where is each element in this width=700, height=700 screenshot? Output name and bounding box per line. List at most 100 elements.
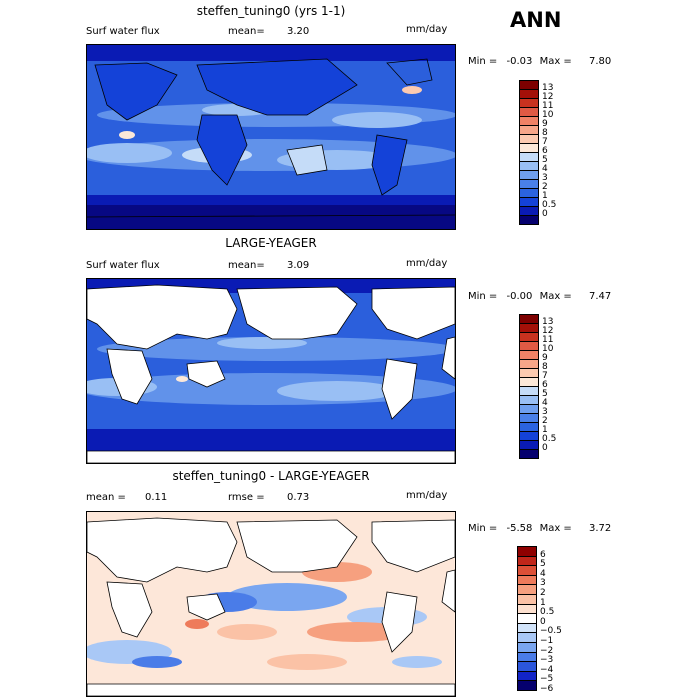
colorbar-tick-label: −4 bbox=[540, 664, 554, 675]
panel3-mean-value: 0.11 bbox=[145, 492, 168, 503]
panel3-units: mm/day bbox=[406, 490, 448, 501]
colorbar-swatch bbox=[517, 555, 537, 567]
colorbar-tick-label: 6 bbox=[542, 146, 548, 156]
panel1-title: steffen_tuning0 (yrs 1-1) bbox=[196, 4, 346, 18]
panel2-min-value: -0.00 bbox=[506, 291, 533, 302]
panel3-colorbar: 6 5 4 3 2 1 0.5 0 −0.5 −1 −2 −3 −4 −5 −6 bbox=[517, 546, 577, 694]
colorbar-swatch bbox=[519, 134, 539, 144]
colorbar-swatch bbox=[517, 603, 537, 615]
colorbar-tick-label: 13 bbox=[542, 317, 554, 327]
colorbar-tick-label: 0.5 bbox=[542, 200, 557, 210]
panel1-variable-label: Surf water flux bbox=[86, 26, 160, 37]
colorbar-swatch bbox=[519, 197, 539, 207]
colorbar-swatch bbox=[519, 152, 539, 162]
colorbar-swatch bbox=[519, 431, 539, 441]
colorbar-swatch bbox=[517, 680, 537, 691]
colorbar-swatch bbox=[517, 642, 537, 653]
colorbar-swatch bbox=[517, 661, 537, 672]
panel2-minmax: Min = -0.00 Max = 7.47 bbox=[468, 291, 611, 302]
colorbar-tick-label: −5 bbox=[540, 674, 554, 685]
panel2-mean-value: 3.09 bbox=[287, 260, 310, 271]
colorbar-tick-label: 4 bbox=[542, 398, 548, 408]
colorbar-swatch bbox=[519, 449, 539, 459]
colorbar-tick-label: 11 bbox=[542, 335, 554, 345]
panel2-map bbox=[86, 278, 456, 464]
colorbar-swatch bbox=[519, 404, 539, 414]
colorbar-tick-label: 10 bbox=[542, 344, 554, 354]
colorbar-tick-label: 2 bbox=[540, 588, 546, 598]
colorbar-swatch bbox=[519, 80, 539, 90]
colorbar-swatch bbox=[519, 332, 539, 342]
panel3-map bbox=[86, 511, 456, 697]
colorbar-tick-label: −6 bbox=[540, 684, 554, 694]
colorbar-swatch bbox=[519, 314, 539, 324]
colorbar-swatch bbox=[519, 386, 539, 396]
colorbar-tick-label: −3 bbox=[540, 655, 554, 666]
colorbar-tick-label: 9 bbox=[542, 353, 548, 363]
colorbar-tick-label: 3 bbox=[540, 578, 546, 589]
colorbar-swatch bbox=[519, 188, 539, 198]
panel3-rmse-label: rmse = bbox=[228, 492, 265, 503]
colorbar-tick-label: 7 bbox=[542, 137, 548, 147]
panel1-minmax: Min = -0.03 Max = 7.80 bbox=[468, 56, 611, 67]
panel3-minmax: Min = -5.58 Max = 3.72 bbox=[468, 523, 611, 534]
panel2-max-label: Max = bbox=[539, 291, 572, 302]
colorbar-swatch bbox=[517, 594, 537, 605]
panel2-variable-label: Surf water flux bbox=[86, 260, 160, 271]
colorbar-swatch bbox=[517, 651, 537, 663]
panel2-units: mm/day bbox=[406, 258, 448, 269]
panel2-map-field bbox=[87, 279, 455, 463]
colorbar-swatch bbox=[519, 143, 539, 153]
colorbar-tick-label: 5 bbox=[542, 155, 548, 165]
panel3-max-label: Max = bbox=[539, 523, 572, 534]
panel2-min-label: Min = bbox=[468, 291, 498, 302]
colorbar-tick-label: 12 bbox=[542, 92, 554, 102]
colorbar-swatch bbox=[517, 565, 537, 576]
colorbar-tick-label: 10 bbox=[542, 110, 554, 120]
colorbar-swatch bbox=[517, 584, 537, 595]
colorbar-tick-label: 0 bbox=[540, 616, 546, 627]
colorbar-swatch bbox=[519, 89, 539, 99]
colorbar-swatch bbox=[519, 116, 539, 126]
colorbar-tick-label: 8 bbox=[542, 128, 548, 138]
colorbar-swatch bbox=[519, 206, 539, 216]
colorbar-swatch bbox=[517, 632, 537, 643]
colorbar-swatch bbox=[519, 368, 539, 378]
panel3-title: steffen_tuning0 - LARGE-YEAGER bbox=[172, 469, 370, 483]
colorbar-swatch bbox=[519, 440, 539, 450]
panel2-max-value: 7.47 bbox=[588, 291, 612, 302]
colorbar-tick-label: 0.5 bbox=[542, 434, 557, 444]
colorbar-tick-label: 3 bbox=[542, 407, 548, 417]
colorbar-swatch bbox=[519, 161, 539, 171]
panel1-colorbar: 13 12 11 10 9 8 7 6 5 4 3 2 1 0.5 0 bbox=[519, 80, 579, 226]
panel3-mean-label: mean = bbox=[86, 492, 126, 503]
panel1-map-field bbox=[87, 45, 455, 229]
colorbar-tick-label: 2 bbox=[542, 182, 548, 192]
colorbar-swatch bbox=[519, 341, 539, 351]
colorbar-swatch bbox=[519, 395, 539, 405]
colorbar-swatch bbox=[519, 323, 539, 333]
colorbar-tick-label: 1 bbox=[542, 191, 548, 201]
colorbar-swatch bbox=[517, 546, 537, 557]
panel1-map bbox=[86, 44, 456, 230]
colorbar-tick-label: 0 bbox=[542, 443, 548, 453]
colorbar-tick-label: 8 bbox=[542, 362, 548, 372]
colorbar-tick-label: 11 bbox=[542, 101, 554, 111]
colorbar-swatch bbox=[519, 98, 539, 108]
colorbar-swatch bbox=[519, 107, 539, 117]
colorbar-swatch bbox=[519, 170, 539, 180]
colorbar-tick-label: 4 bbox=[540, 568, 546, 579]
colorbar-swatch bbox=[517, 574, 537, 586]
colorbar-tick-label: −0.5 bbox=[540, 626, 562, 637]
colorbar-swatch bbox=[517, 622, 537, 634]
panel1-min-value: -0.03 bbox=[506, 56, 533, 67]
colorbar-tick-label: 6 bbox=[542, 380, 548, 390]
colorbar-swatch bbox=[519, 377, 539, 387]
season-label: ANN bbox=[510, 8, 562, 32]
colorbar-tick-label: 1 bbox=[542, 425, 548, 435]
colorbar-tick-label: 6 bbox=[540, 549, 546, 560]
panel1-mean-label: mean= bbox=[228, 26, 265, 37]
colorbar-tick-label: 2 bbox=[542, 416, 548, 426]
panel3-rmse-value: 0.73 bbox=[287, 492, 310, 503]
colorbar-swatch bbox=[519, 215, 539, 225]
